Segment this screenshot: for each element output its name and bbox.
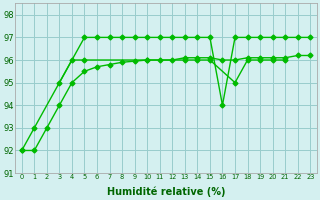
X-axis label: Humidité relative (%): Humidité relative (%) [107,186,225,197]
